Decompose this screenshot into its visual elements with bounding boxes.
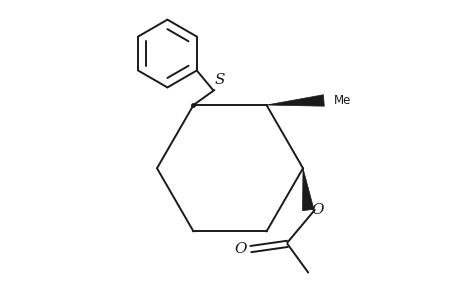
Text: O: O [311, 203, 324, 217]
Polygon shape [302, 168, 313, 211]
Text: S: S [214, 73, 224, 87]
Polygon shape [266, 95, 324, 106]
Text: Me: Me [334, 94, 351, 107]
Text: O: O [234, 242, 246, 256]
